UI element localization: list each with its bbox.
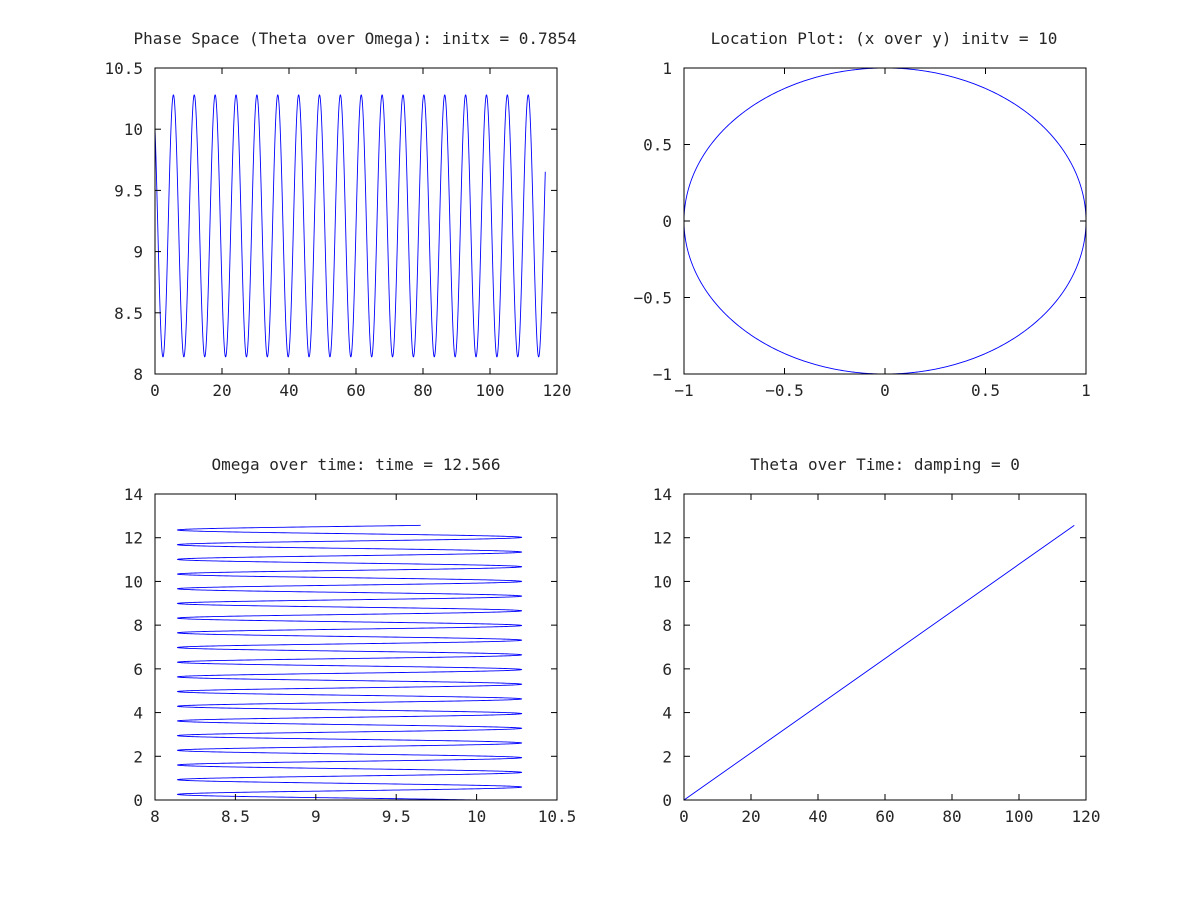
theta-time-x-tick-label: 0: [679, 807, 689, 826]
location-x-tick-label: 0: [880, 381, 890, 400]
location-panel: Location Plot: (x over y) initv = 10 −1−…: [633, 29, 1090, 400]
phase-space-x-tick-label: 80: [413, 381, 432, 400]
omega-time-x-tick-label: 9.5: [382, 807, 411, 826]
phase-space-x-tick-label: 100: [476, 381, 505, 400]
omega-time-x-tick-label: 10: [467, 807, 486, 826]
theta-time-title: Theta over Time: damping = 0: [750, 455, 1020, 474]
location-x-tick-label: 0.5: [971, 381, 1000, 400]
phase-space-x-tick-label: 40: [279, 381, 298, 400]
omega-time-x-tick-label: 8: [150, 807, 160, 826]
location-y-tick-label: −1: [653, 365, 672, 384]
theta-time-y-tick-label: 4: [662, 704, 672, 723]
omega-time-y-tick-label: 0: [133, 791, 143, 810]
phase-space-y-tick-label: 8.5: [114, 304, 143, 323]
phase-space-x-tick-label: 20: [212, 381, 231, 400]
theta-time-x-tick-label: 80: [942, 807, 961, 826]
phase-space-y-tick-label: 8: [133, 365, 143, 384]
phase-space-panel: Phase Space (Theta over Omega): initx = …: [104, 29, 576, 400]
location-y-tick-label: 0: [662, 212, 672, 231]
theta-time-series-line: [683, 524, 1075, 801]
phase-space-y-tick-label: 9: [133, 243, 143, 262]
theta-time-y-tick-label: 6: [662, 660, 672, 679]
phase-space-x-tick-label: 120: [543, 381, 572, 400]
phase-space-y-tick-label: 10.5: [104, 59, 143, 78]
theta-time-y-tick-label: 10: [653, 572, 672, 591]
omega-time-x-tick-label: 10.5: [538, 807, 577, 826]
phase-space-y-tick-label: 9.5: [114, 181, 143, 200]
omega-time-x-tick-label: 9: [311, 807, 321, 826]
theta-time-panel: Theta over Time: damping = 0 0 20 40 60 80 10…: [653, 455, 1101, 826]
omega-time-y-tick-label: 6: [133, 660, 143, 679]
theta-time-x-tick-label: 20: [741, 807, 760, 826]
phase-space-series-line: [154, 94, 546, 358]
omega-time-x-tick-label: 8.5: [221, 807, 250, 826]
location-title: Location Plot: (x over y) initv = 10: [711, 29, 1058, 48]
theta-time-y-tick-label: 0: [662, 791, 672, 810]
omega-time-y-tick-label: 4: [133, 704, 143, 723]
omega-time-y-tick-label: 8: [133, 616, 143, 635]
omega-time-axes-frame: [154, 493, 558, 801]
omega-time-panel: Omega over time: time = 12.566 8 8.5 9 9.5 1…: [124, 455, 577, 826]
phase-space-title: Phase Space (Theta over Omega): initx = …: [133, 29, 576, 48]
theta-time-y-tick-label: 14: [653, 485, 672, 504]
theta-time-x-tick-label: 60: [875, 807, 894, 826]
location-x-tick-label: −0.5: [765, 381, 804, 400]
theta-time-y-tick-label: 12: [653, 529, 672, 548]
theta-time-x-tick-label: 120: [1072, 807, 1101, 826]
phase-space-x-tick-label: 60: [346, 381, 365, 400]
omega-time-y-tick-label: 12: [124, 529, 143, 548]
theta-time-y-tick-label: 2: [662, 747, 672, 766]
location-y-tick-label: 1: [662, 59, 672, 78]
theta-time-x-tick-label: 40: [808, 807, 827, 826]
theta-time-y-tick-label: 8: [662, 616, 672, 635]
omega-time-y-tick-label: 10: [124, 572, 143, 591]
omega-time-title: Omega over time: time = 12.566: [212, 455, 501, 474]
phase-space-y-tick-label: 10: [124, 120, 143, 139]
location-x-tick-label: 1: [1081, 381, 1091, 400]
location-y-tick-label: −0.5: [633, 289, 672, 308]
location-x-tick-label: −1: [674, 381, 693, 400]
theta-time-x-tick-label: 100: [1005, 807, 1034, 826]
phase-space-x-tick-label: 0: [150, 381, 160, 400]
omega-time-y-tick-label: 2: [133, 747, 143, 766]
omega-time-y-tick-label: 14: [124, 485, 143, 504]
location-y-tick-label: 0.5: [643, 136, 672, 155]
omega-time-series-line: [176, 524, 523, 801]
